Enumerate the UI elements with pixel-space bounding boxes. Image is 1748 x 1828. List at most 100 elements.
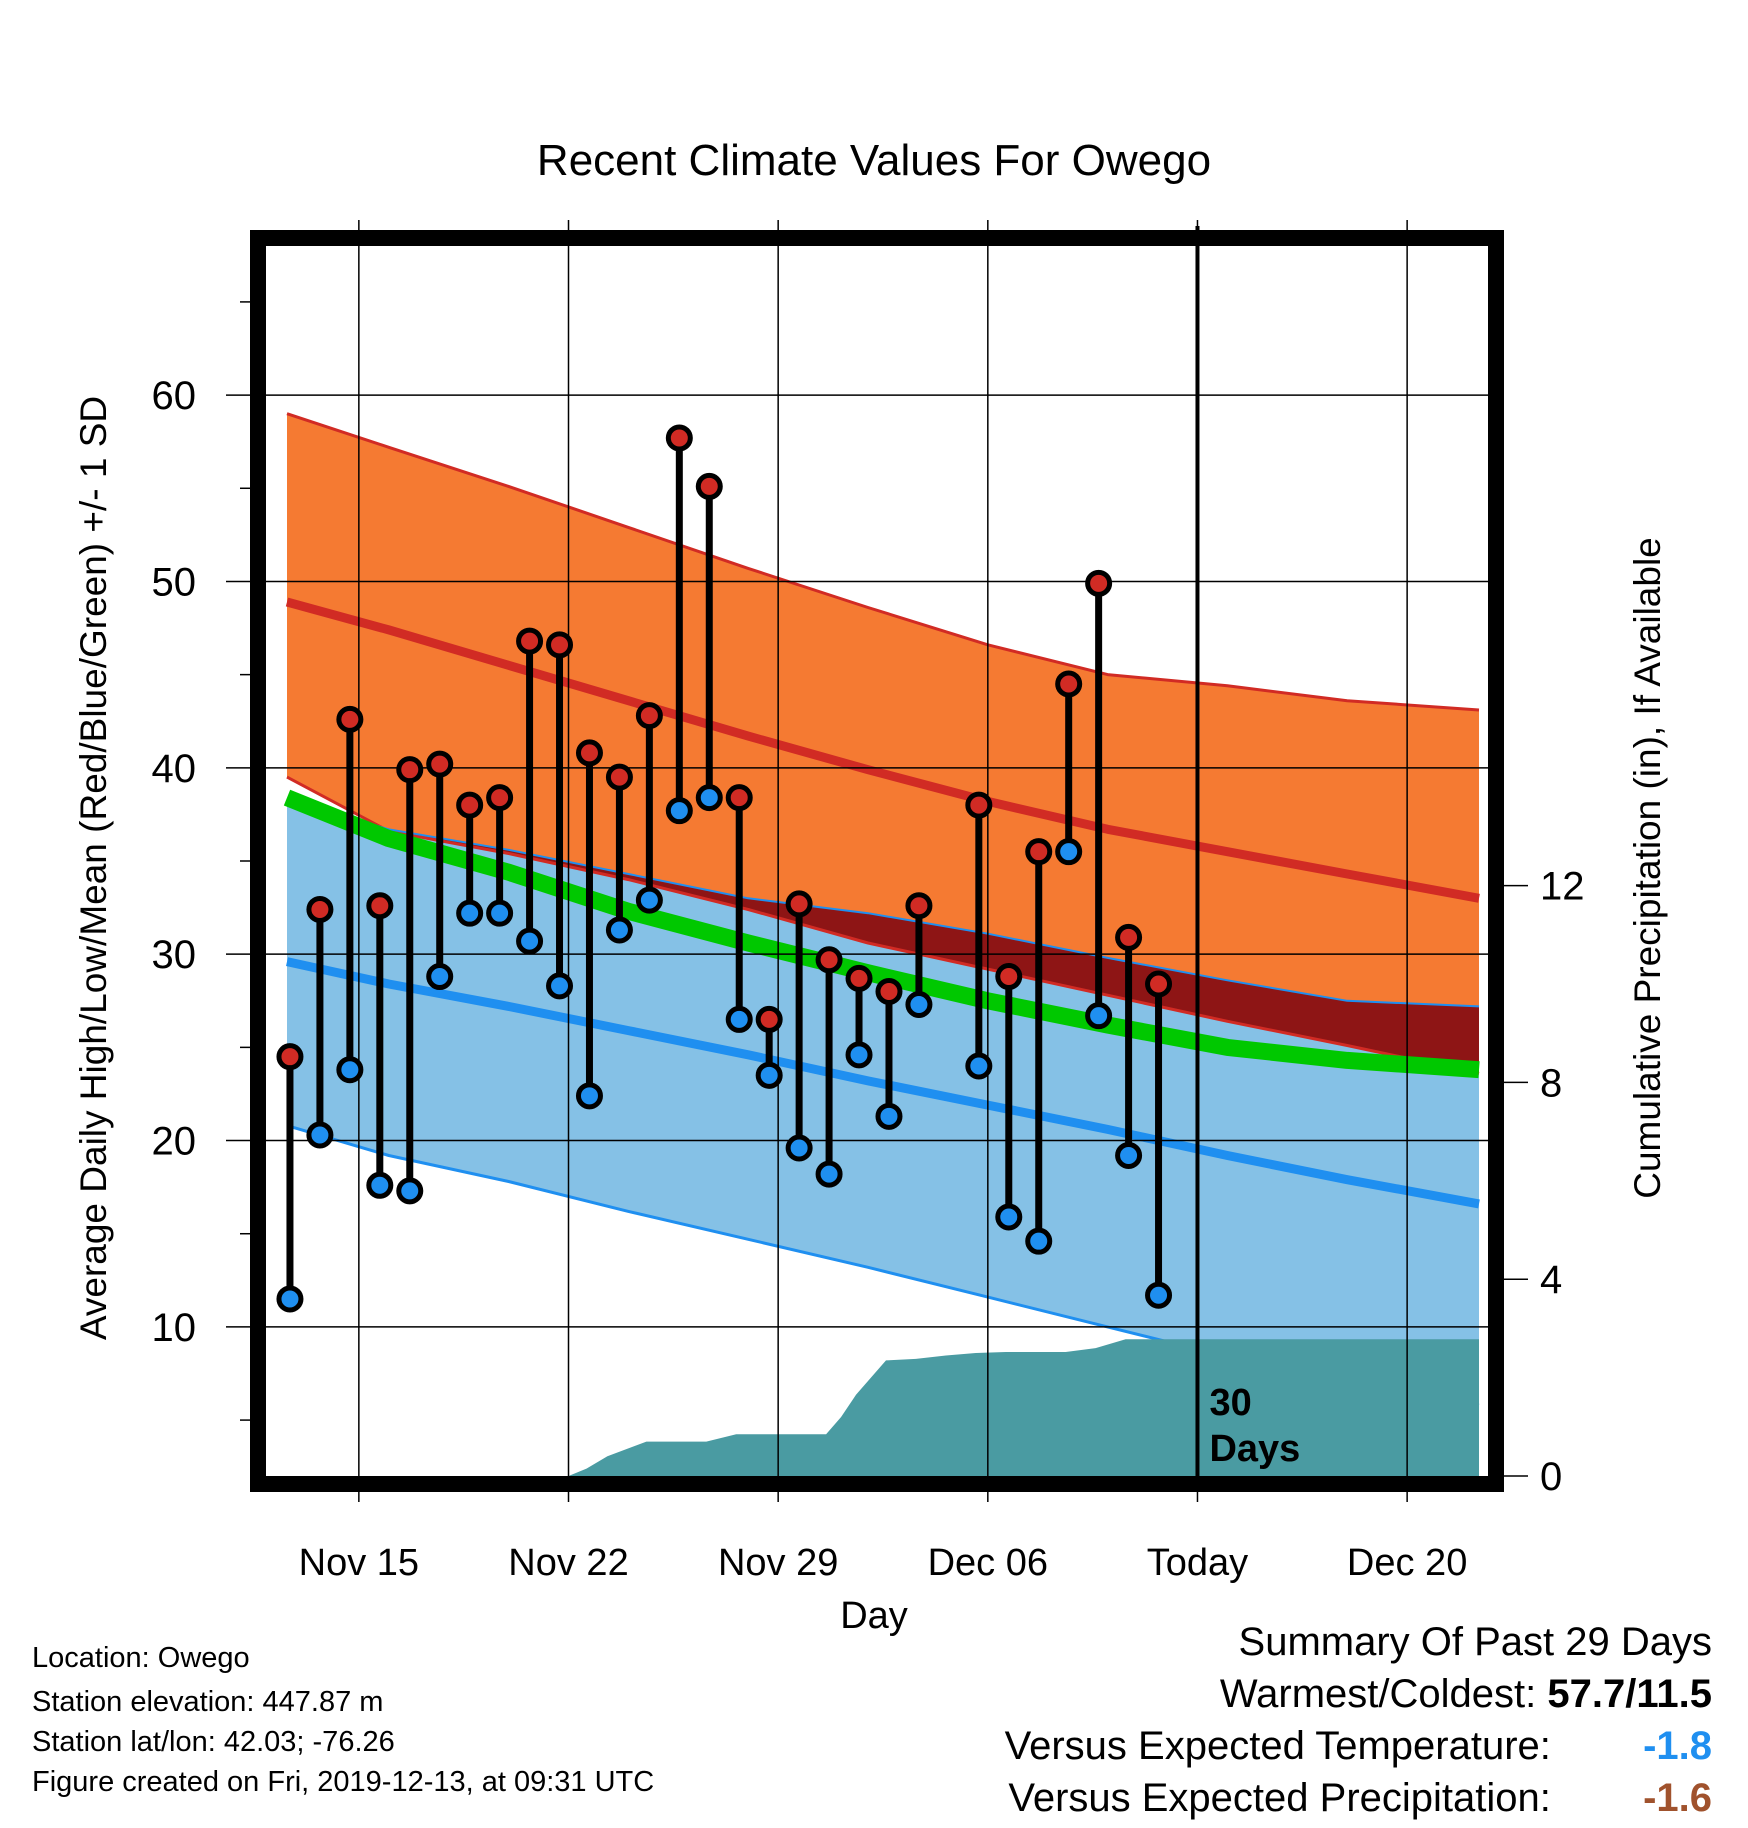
summary-panel: Summary Of Past 29 Days Warmest/Coldest:…: [1005, 1620, 1712, 1821]
location-text: Location: Owego: [32, 1642, 250, 1674]
y-tick-label: 10: [152, 1306, 197, 1350]
daily-low-point: [1115, 1141, 1143, 1169]
x-tick-label: Nov 15: [299, 1542, 419, 1584]
daily-low-point: [575, 1082, 603, 1110]
x-axis-label: Day: [840, 1595, 908, 1637]
x-tick-label: Nov 22: [508, 1542, 628, 1584]
daily-low-point: [695, 784, 723, 812]
daily-high-point: [366, 892, 394, 920]
today-annotation: 30: [1209, 1382, 1251, 1424]
daily-high-point: [665, 424, 693, 452]
low-sd-band: [287, 799, 1479, 1406]
summary-heading: Summary Of Past 29 Days: [1238, 1620, 1712, 1664]
y-axis-label: Average Daily High/Low/Mean (Red/Blue/Gr…: [73, 396, 114, 1340]
daily-high-point: [1025, 838, 1053, 866]
daily-high-point: [695, 472, 723, 500]
y-tick-label: 30: [152, 933, 197, 977]
daily-high-point: [546, 631, 574, 659]
daily-low-point: [995, 1203, 1023, 1231]
plot-frame: [250, 230, 1504, 1492]
y-tick-label: 50: [152, 560, 197, 604]
daily-high-point: [276, 1043, 304, 1071]
y2-tick-label: 12: [1540, 865, 1585, 909]
daily-low-point: [516, 927, 544, 955]
daily-high-point: [486, 784, 514, 812]
daily-high-point: [725, 784, 753, 812]
daily-low-point: [665, 797, 693, 825]
precip-departure-value: -1.6: [1643, 1776, 1712, 1820]
daily-low-point: [605, 916, 633, 944]
daily-low-point: [456, 899, 484, 927]
daily-high-point: [426, 750, 454, 778]
daily-high-point: [456, 791, 484, 819]
daily-high-point: [785, 890, 813, 918]
y2-tick-label: 4: [1540, 1258, 1562, 1302]
created-text: Figure created on Fri, 2019-12-13, at 09…: [32, 1766, 655, 1798]
daily-high-point: [635, 702, 663, 730]
normal-high-line: [285, 597, 1480, 903]
y-tick-label: 60: [152, 374, 197, 418]
elevation-text: Station elevation: 447.87 m: [32, 1686, 384, 1718]
high-sd-upper-line: [286, 412, 1480, 712]
daily-low-point: [1025, 1227, 1053, 1255]
warmest-coldest-label: Warmest/Coldest:: [1219, 1672, 1537, 1716]
daily-low-point: [815, 1160, 843, 1188]
daily-low-point: [755, 1061, 783, 1089]
daily-high-point: [875, 977, 903, 1005]
daily-low-point: [426, 963, 454, 991]
precip-area: [287, 1339, 1479, 1476]
daily-low-point: [785, 1134, 813, 1162]
daily-low-point: [486, 899, 514, 927]
daily-high-point: [815, 946, 843, 974]
daily-low-point: [1085, 1002, 1113, 1030]
daily-low-point: [1055, 838, 1083, 866]
x-tick-label: Dec 06: [928, 1542, 1048, 1584]
daily-high-point: [905, 892, 933, 920]
y2-tick-label: 0: [1540, 1455, 1562, 1499]
daily-low-point: [396, 1177, 424, 1205]
daily-high-point: [965, 791, 993, 819]
daily-high-point: [396, 756, 424, 784]
daily-high-point: [1085, 569, 1113, 597]
x-tick-label: Dec 20: [1347, 1542, 1467, 1584]
band-overlap: [287, 799, 1479, 1074]
daily-low-point: [276, 1285, 304, 1313]
y-tick-label: 40: [152, 747, 197, 791]
daily-low-point: [905, 991, 933, 1018]
precip-departure-label: Versus Expected Precipitation:: [1008, 1776, 1551, 1820]
daily-high-point: [845, 964, 873, 992]
y-tick-label: 20: [152, 1120, 197, 1164]
daily-high-point: [605, 763, 633, 791]
daily-high-point: [306, 895, 334, 923]
station-info: Location: Owego Station elevation: 447.8…: [32, 1642, 654, 1799]
daily-high-point: [1055, 670, 1083, 698]
daily-high-point: [1145, 970, 1173, 998]
temp-departure-label: Versus Expected Temperature:: [1004, 1724, 1551, 1768]
warmest-coldest-value: 57.7/11.5: [1547, 1672, 1712, 1716]
daily-low-point: [306, 1121, 334, 1149]
daily-high-point: [575, 739, 603, 767]
chart-title: Recent Climate Values For Owego: [537, 136, 1211, 185]
latlon-text: Station lat/lon: 42.03; -76.26: [32, 1726, 395, 1758]
daily-low-point: [336, 1056, 364, 1084]
daily-low-point: [1145, 1281, 1173, 1309]
daily-low-point: [366, 1171, 394, 1199]
daily-low-point: [965, 1052, 993, 1080]
daily-low-point: [635, 886, 663, 914]
daily-high-point: [755, 1005, 783, 1033]
daily-low-point: [546, 972, 574, 1000]
high-sd-band: [287, 413, 1479, 1074]
daily-high-point: [1115, 923, 1143, 951]
x-tick-label: Today: [1147, 1542, 1248, 1584]
daily-low-point: [845, 1041, 873, 1069]
today-annotation: Days: [1209, 1428, 1300, 1470]
x-tick-label: Nov 29: [718, 1542, 838, 1584]
daily-low-point: [725, 1005, 753, 1033]
daily-high-point: [336, 705, 364, 733]
daily-low-point: [875, 1102, 903, 1130]
normal-low-line: [286, 957, 1480, 1209]
temp-departure-value: -1.8: [1643, 1724, 1712, 1768]
daily-high-point: [516, 627, 544, 655]
